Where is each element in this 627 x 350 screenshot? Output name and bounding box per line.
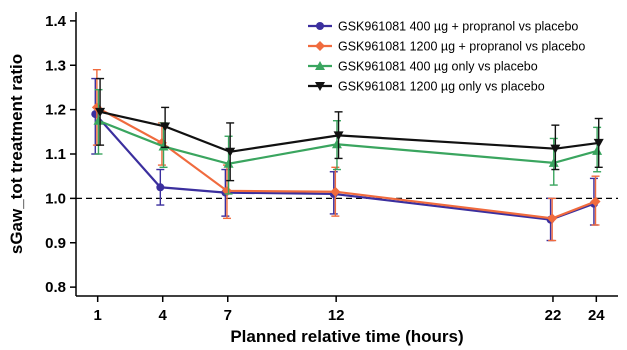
series-line [99,110,599,153]
y-tick-label: 1.1 [45,146,66,163]
data-point [225,147,236,157]
data-point [547,213,558,224]
series-line [94,113,595,221]
legend-label: GSK961081 1200 µg + propranol vs placebo [338,40,585,54]
x-tick-label: 4 [159,307,168,324]
x-axis-title: Planned relative time (hours) [230,327,463,346]
x-axis: 1 4 7 12 22 24 [94,296,605,324]
y-tick-label: 1.2 [45,102,66,119]
y-tick-label: 1.3 [45,57,66,74]
series-line [98,119,598,165]
data-point [223,158,234,168]
legend-entry-1: GSK961081 400 µg + propranol vs placebo [308,20,578,34]
data-point [158,141,169,151]
data-point [93,115,104,125]
legend-label: GSK961081 1200 µg only vs placebo [338,80,545,94]
legend-marker [315,61,325,70]
x-tick-label: 7 [224,307,232,324]
y-tick-label: 0.8 [45,279,66,296]
data-point [95,107,106,117]
y-tick-label: 1.0 [45,190,66,207]
legend-marker [315,41,325,51]
data-point [156,183,165,192]
x-tick-label: 24 [588,307,605,324]
series-2 [91,68,601,242]
legend-label: GSK961081 400 µg + propranol vs placebo [338,20,578,34]
data-point [330,186,341,197]
y-tick-label: 1.4 [45,13,67,30]
legend-label: GSK961081 400 µg only vs placebo [338,60,538,74]
x-tick-label: 12 [328,307,345,324]
data-point [593,138,604,148]
y-axis-title: sGaw_tot treatment ratio [7,54,26,254]
series-layer [91,68,604,242]
legend-entry-3: GSK961081 400 µg only vs placebo [308,60,538,74]
legend-marker [316,22,324,30]
data-point [333,131,344,141]
x-tick-label: 22 [545,307,562,324]
legend-marker [315,82,325,91]
x-tick-label: 1 [94,307,102,324]
y-axis: 0.8 0.9 1.0 1.1 1.2 1.3 1.4 [45,13,76,296]
legend-entry-4: GSK961081 1200 µg only vs placebo [308,80,545,94]
plot-area [75,12,618,297]
y-tick-label: 0.9 [45,235,66,252]
data-point [590,196,601,207]
series-line [96,106,596,220]
data-point [160,122,171,132]
data-point [548,157,559,167]
legend-entry-2: GSK961081 1200 µg + propranol vs placebo [308,40,585,54]
data-point [331,139,342,149]
series-4 [95,77,604,182]
legend: GSK961081 400 µg + propranol vs placebo G… [308,20,585,94]
series-3 [93,88,603,195]
data-point [550,144,561,154]
data-point [592,145,603,155]
